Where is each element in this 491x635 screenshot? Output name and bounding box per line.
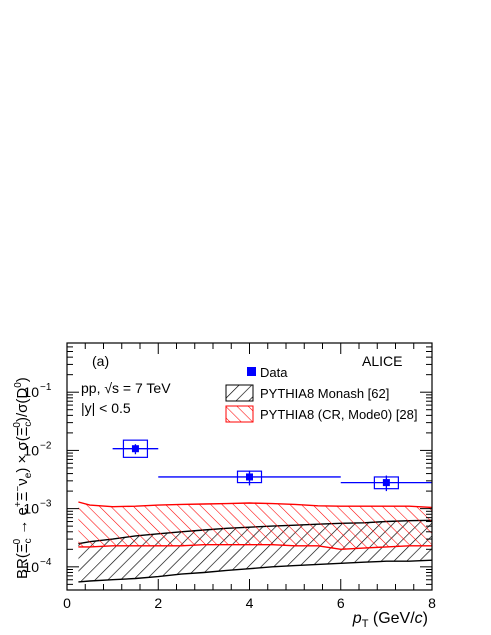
legend-monash-swatch bbox=[225, 384, 254, 402]
legend-monash-label: PYTHIA8 Monash [62] bbox=[260, 386, 389, 401]
rapidity-label: |y| < 0.5 bbox=[81, 400, 131, 416]
y-tick-label: 10 bbox=[23, 384, 39, 400]
y-tick-label: 10 bbox=[23, 501, 39, 517]
y-tick-label-exponent: −2 bbox=[40, 440, 52, 451]
cr-band-lower-edge bbox=[78, 544, 432, 551]
y-tick-label-exponent: −1 bbox=[40, 382, 52, 393]
x-tick-label: 6 bbox=[337, 595, 345, 611]
y-tick-label-exponent: −3 bbox=[40, 499, 52, 510]
legend-cr-label: PYTHIA8 (CR, Mode0) [28] bbox=[260, 407, 418, 422]
legend-cr-swatch bbox=[225, 405, 254, 423]
legend: Data PYTHIA8 Monash [62] PYTHIA8 (CR, Mo… bbox=[225, 365, 418, 423]
cr-band bbox=[78, 502, 432, 550]
monash-band-lower-edge bbox=[78, 559, 432, 583]
model-bands bbox=[78, 501, 432, 583]
data-point-3 bbox=[340, 475, 432, 492]
collision-system-label: pp, √s = 7 TeV bbox=[81, 380, 171, 396]
y-tick-label: 10 bbox=[23, 559, 39, 575]
x-tick-label: 8 bbox=[428, 595, 436, 611]
x-axis-ticks: 0 2 4 6 8 bbox=[63, 343, 436, 611]
panel-label: (a) bbox=[92, 353, 109, 369]
y-tick-label-exponent: −4 bbox=[40, 557, 52, 568]
data-point-marker bbox=[246, 473, 253, 481]
y-axis-title: BR(Ξc0 → e+Ξ−νe) × σ(Ξc0)/σ(D0) bbox=[12, 377, 34, 579]
data-point-marker bbox=[131, 445, 139, 453]
legend-data-marker bbox=[247, 367, 256, 376]
y-tick-label: 10 bbox=[23, 442, 39, 458]
data-point-marker bbox=[382, 479, 390, 487]
experiment-label: ALICE bbox=[362, 353, 402, 369]
x-tick-label: 4 bbox=[246, 595, 254, 611]
data-points bbox=[112, 439, 432, 492]
x-tick-label: 2 bbox=[154, 595, 162, 611]
cr-band-upper-edge bbox=[78, 501, 432, 509]
legend-data-label: Data bbox=[260, 365, 288, 380]
x-tick-label: 0 bbox=[63, 595, 71, 611]
y-axis-ticks: 10−110−210−310−4 bbox=[23, 346, 432, 591]
x-axis-title: pT (GeV/c) bbox=[352, 610, 428, 630]
data-point-2 bbox=[158, 470, 341, 486]
data-point-1 bbox=[112, 439, 159, 458]
